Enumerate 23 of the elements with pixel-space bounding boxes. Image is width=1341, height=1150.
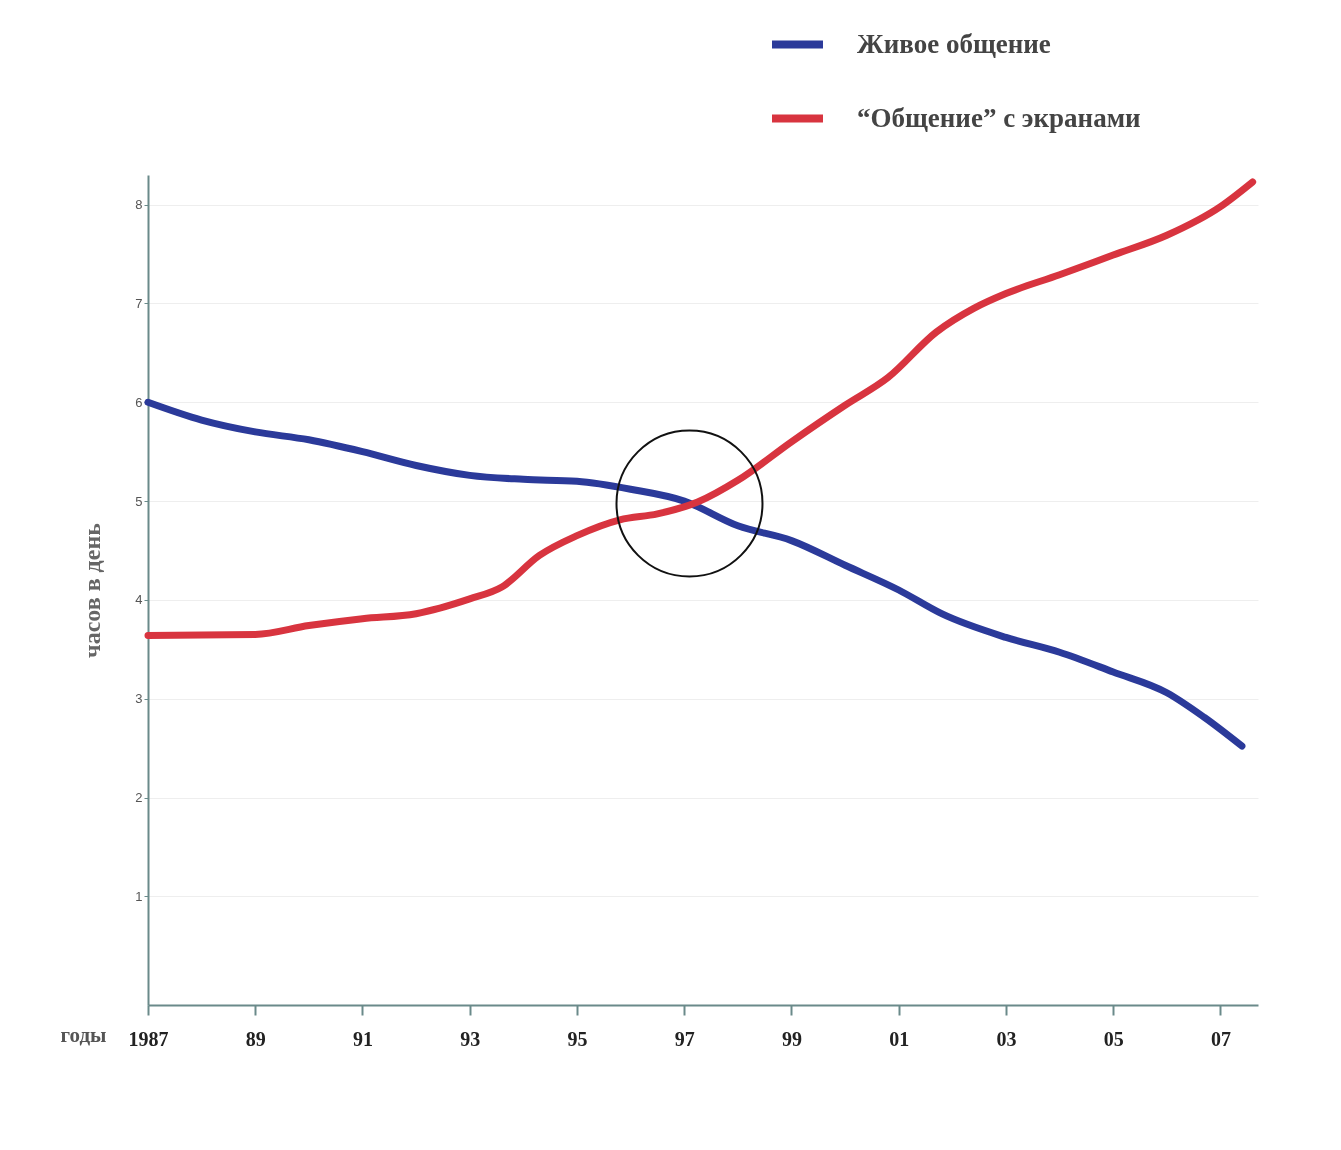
x-tick-label: 03 — [996, 1027, 1017, 1050]
y-tick-label: 3 — [135, 691, 143, 707]
y-tick-label: 7 — [135, 295, 143, 311]
y-tick-label: 4 — [135, 592, 143, 608]
x-tick-label: 89 — [245, 1027, 266, 1050]
x-tick-label: 05 — [1103, 1027, 1124, 1050]
x-tick-label: 91 — [352, 1027, 373, 1050]
y-tick-label: 6 — [135, 394, 143, 410]
x-tick-label: 01 — [889, 1027, 910, 1050]
x-tick-label: 1987 — [128, 1027, 169, 1050]
x-tick-label: 97 — [674, 1027, 695, 1050]
x-tick-label: 93 — [460, 1027, 481, 1050]
legend-label: Живое общение — [857, 28, 1051, 59]
y-tick-label: 1 — [135, 888, 143, 904]
x-tick-label: 95 — [567, 1027, 588, 1050]
y-tick-label: 5 — [135, 493, 143, 509]
y-tick-label: 8 — [135, 197, 143, 213]
y-tick-label: 2 — [135, 790, 143, 805]
legend-label: “Общение” с экранами — [857, 102, 1141, 133]
x-axis-title: годы — [60, 1022, 107, 1047]
y-axis-title: часов в день — [79, 522, 106, 658]
x-tick-label: 99 — [781, 1027, 802, 1050]
x-tick-label: 07 — [1210, 1027, 1231, 1050]
